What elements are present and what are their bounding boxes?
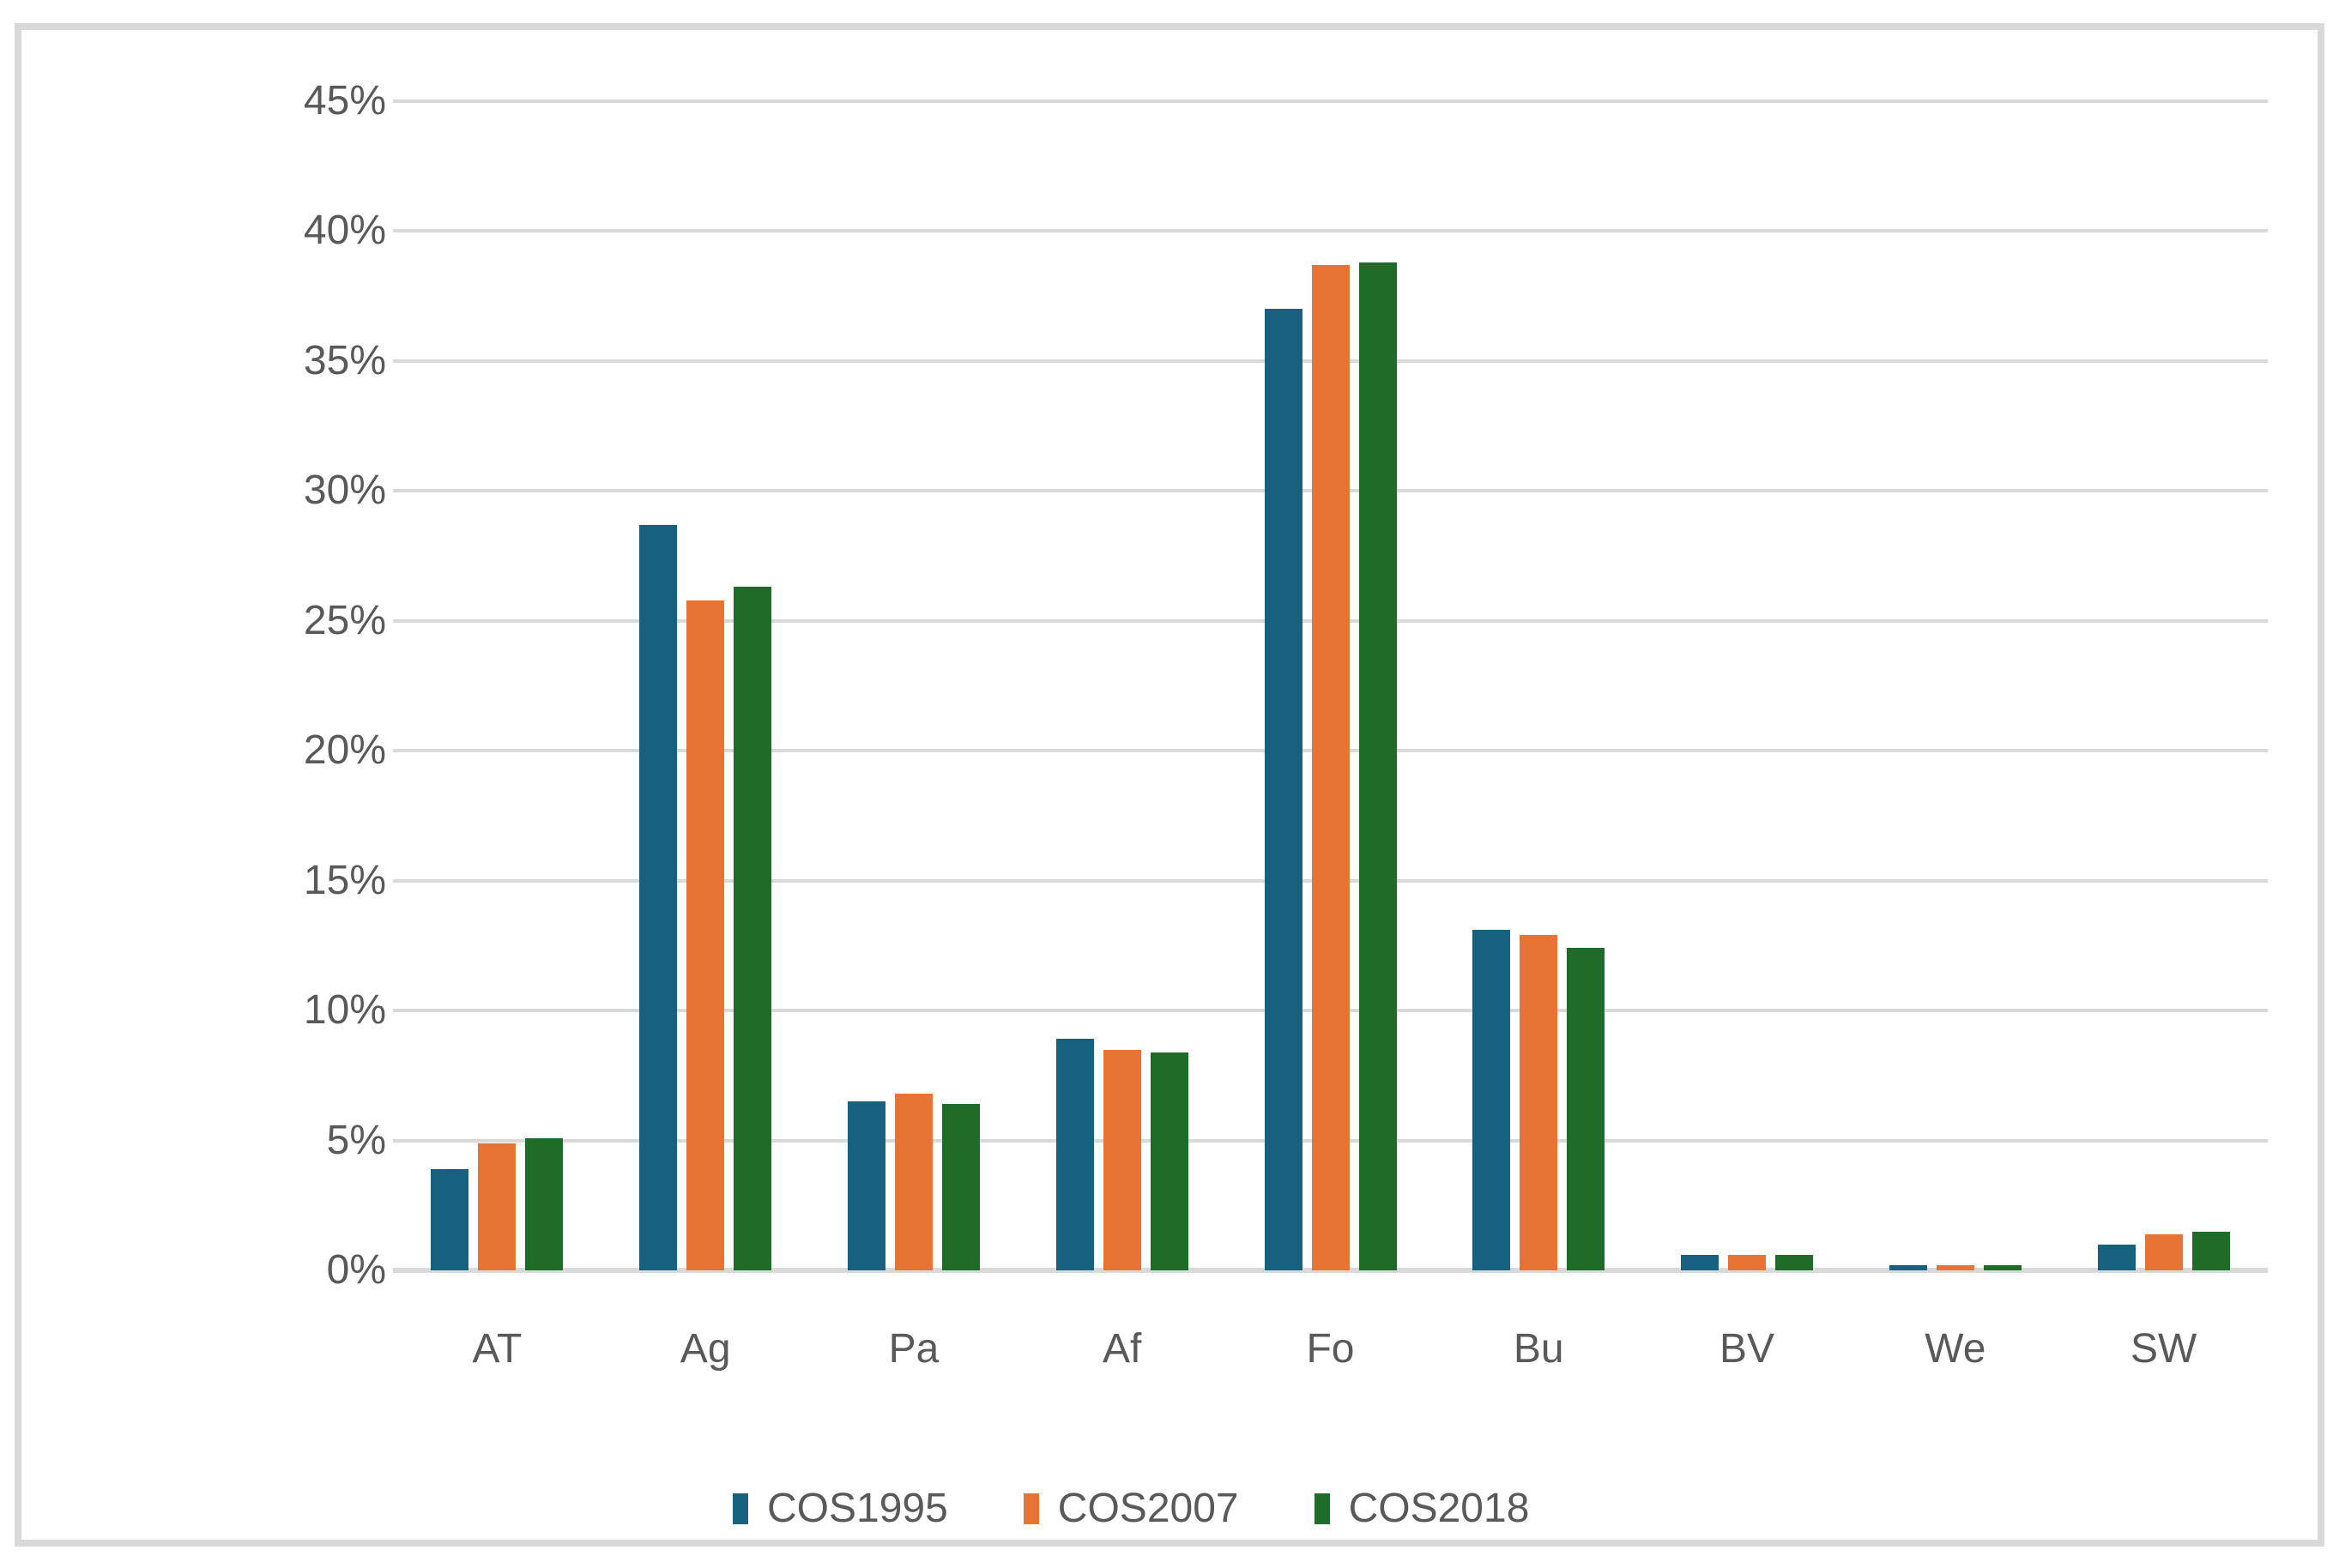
legend-label-cos1995: COS1995 bbox=[767, 1486, 948, 1531]
legend-label-cos2007: COS2007 bbox=[1057, 1486, 1239, 1531]
legend: COS1995 COS2007 COS2018 bbox=[733, 1487, 1529, 1531]
bar-cos2018-bu bbox=[1567, 948, 1605, 1270]
bar-cos1995-ag bbox=[639, 524, 678, 1270]
bar-cos2018-we bbox=[1983, 1264, 2022, 1270]
y-tick-label: 15% bbox=[303, 857, 386, 903]
bar-cos2007-sw bbox=[2144, 1233, 2183, 1270]
bar-cos1995-fo bbox=[1264, 309, 1302, 1270]
y-tick-label: 30% bbox=[303, 467, 386, 514]
category-label-fo: Fo bbox=[1306, 1326, 1355, 1372]
gridline bbox=[393, 229, 2268, 233]
y-tick-label: 10% bbox=[303, 987, 386, 1034]
legend-swatch-cos2018 bbox=[1314, 1493, 1330, 1524]
gridline bbox=[393, 100, 2268, 103]
bar-cos2007-bv bbox=[1728, 1254, 1767, 1270]
bar-cos2007-bu bbox=[1520, 935, 1558, 1270]
y-tick-label: 25% bbox=[303, 597, 386, 643]
bar-cos2018-fo bbox=[1358, 262, 1397, 1270]
y-tick-label: 20% bbox=[303, 727, 386, 774]
category-label-bv: BV bbox=[1719, 1326, 1775, 1372]
legend-item-cos2018: COS2018 bbox=[1314, 1486, 1530, 1531]
bar-cos2007-fo bbox=[1311, 264, 1350, 1270]
bar-cos1995-af bbox=[1055, 1039, 1094, 1270]
legend-swatch-cos1995 bbox=[733, 1493, 748, 1524]
bar-cos1995-sw bbox=[2097, 1244, 2136, 1270]
category-label-sw: SW bbox=[2130, 1326, 2197, 1372]
legend-item-cos1995: COS1995 bbox=[733, 1487, 948, 1531]
bar-cos2018-bv bbox=[1775, 1254, 1814, 1270]
bar-cos2018-pa bbox=[941, 1104, 980, 1270]
legend-swatch-cos2007 bbox=[1023, 1493, 1039, 1524]
bar-cos2018-ag bbox=[734, 587, 772, 1270]
chart-border-frame: 0% 5% 10% 15% 20% 25% 30% 35% 40% 45% AT Ag Pa Af Fo Bu… bbox=[15, 23, 2324, 1547]
category-label-at: AT bbox=[472, 1326, 523, 1372]
y-tick-label: 35% bbox=[303, 337, 386, 383]
bar-cos2018-af bbox=[1150, 1052, 1188, 1270]
category-label-af: Af bbox=[1103, 1326, 1142, 1372]
category-label-pa: Pa bbox=[888, 1326, 940, 1372]
bar-cos2007-af bbox=[1103, 1049, 1141, 1270]
bar-cos1995-at bbox=[431, 1168, 469, 1270]
bar-cos2007-ag bbox=[686, 600, 725, 1270]
bar-cos1995-we bbox=[1889, 1264, 1927, 1270]
bar-cos1995-bv bbox=[1681, 1254, 1719, 1270]
category-label-bu: Bu bbox=[1513, 1326, 1564, 1372]
bar-cos2018-sw bbox=[2191, 1231, 2230, 1270]
bar-cos2007-we bbox=[1936, 1264, 1974, 1270]
bar-cos1995-pa bbox=[847, 1101, 885, 1270]
bar-cos2007-pa bbox=[894, 1094, 933, 1270]
category-label-ag: Ag bbox=[680, 1326, 731, 1372]
bar-cos2018-at bbox=[525, 1137, 564, 1270]
y-tick-label: 45% bbox=[303, 78, 386, 124]
y-tick-label: 5% bbox=[326, 1117, 386, 1163]
category-label-we: We bbox=[1925, 1326, 1986, 1372]
x-axis-line bbox=[393, 1268, 2268, 1273]
legend-label-cos2018: COS2018 bbox=[1348, 1486, 1530, 1531]
bar-cos2007-at bbox=[478, 1143, 517, 1270]
legend-item-cos2007: COS2007 bbox=[1023, 1486, 1239, 1531]
y-tick-label: 40% bbox=[303, 208, 386, 254]
y-tick-label: 0% bbox=[326, 1247, 386, 1293]
bar-cos1995-bu bbox=[1472, 930, 1511, 1270]
